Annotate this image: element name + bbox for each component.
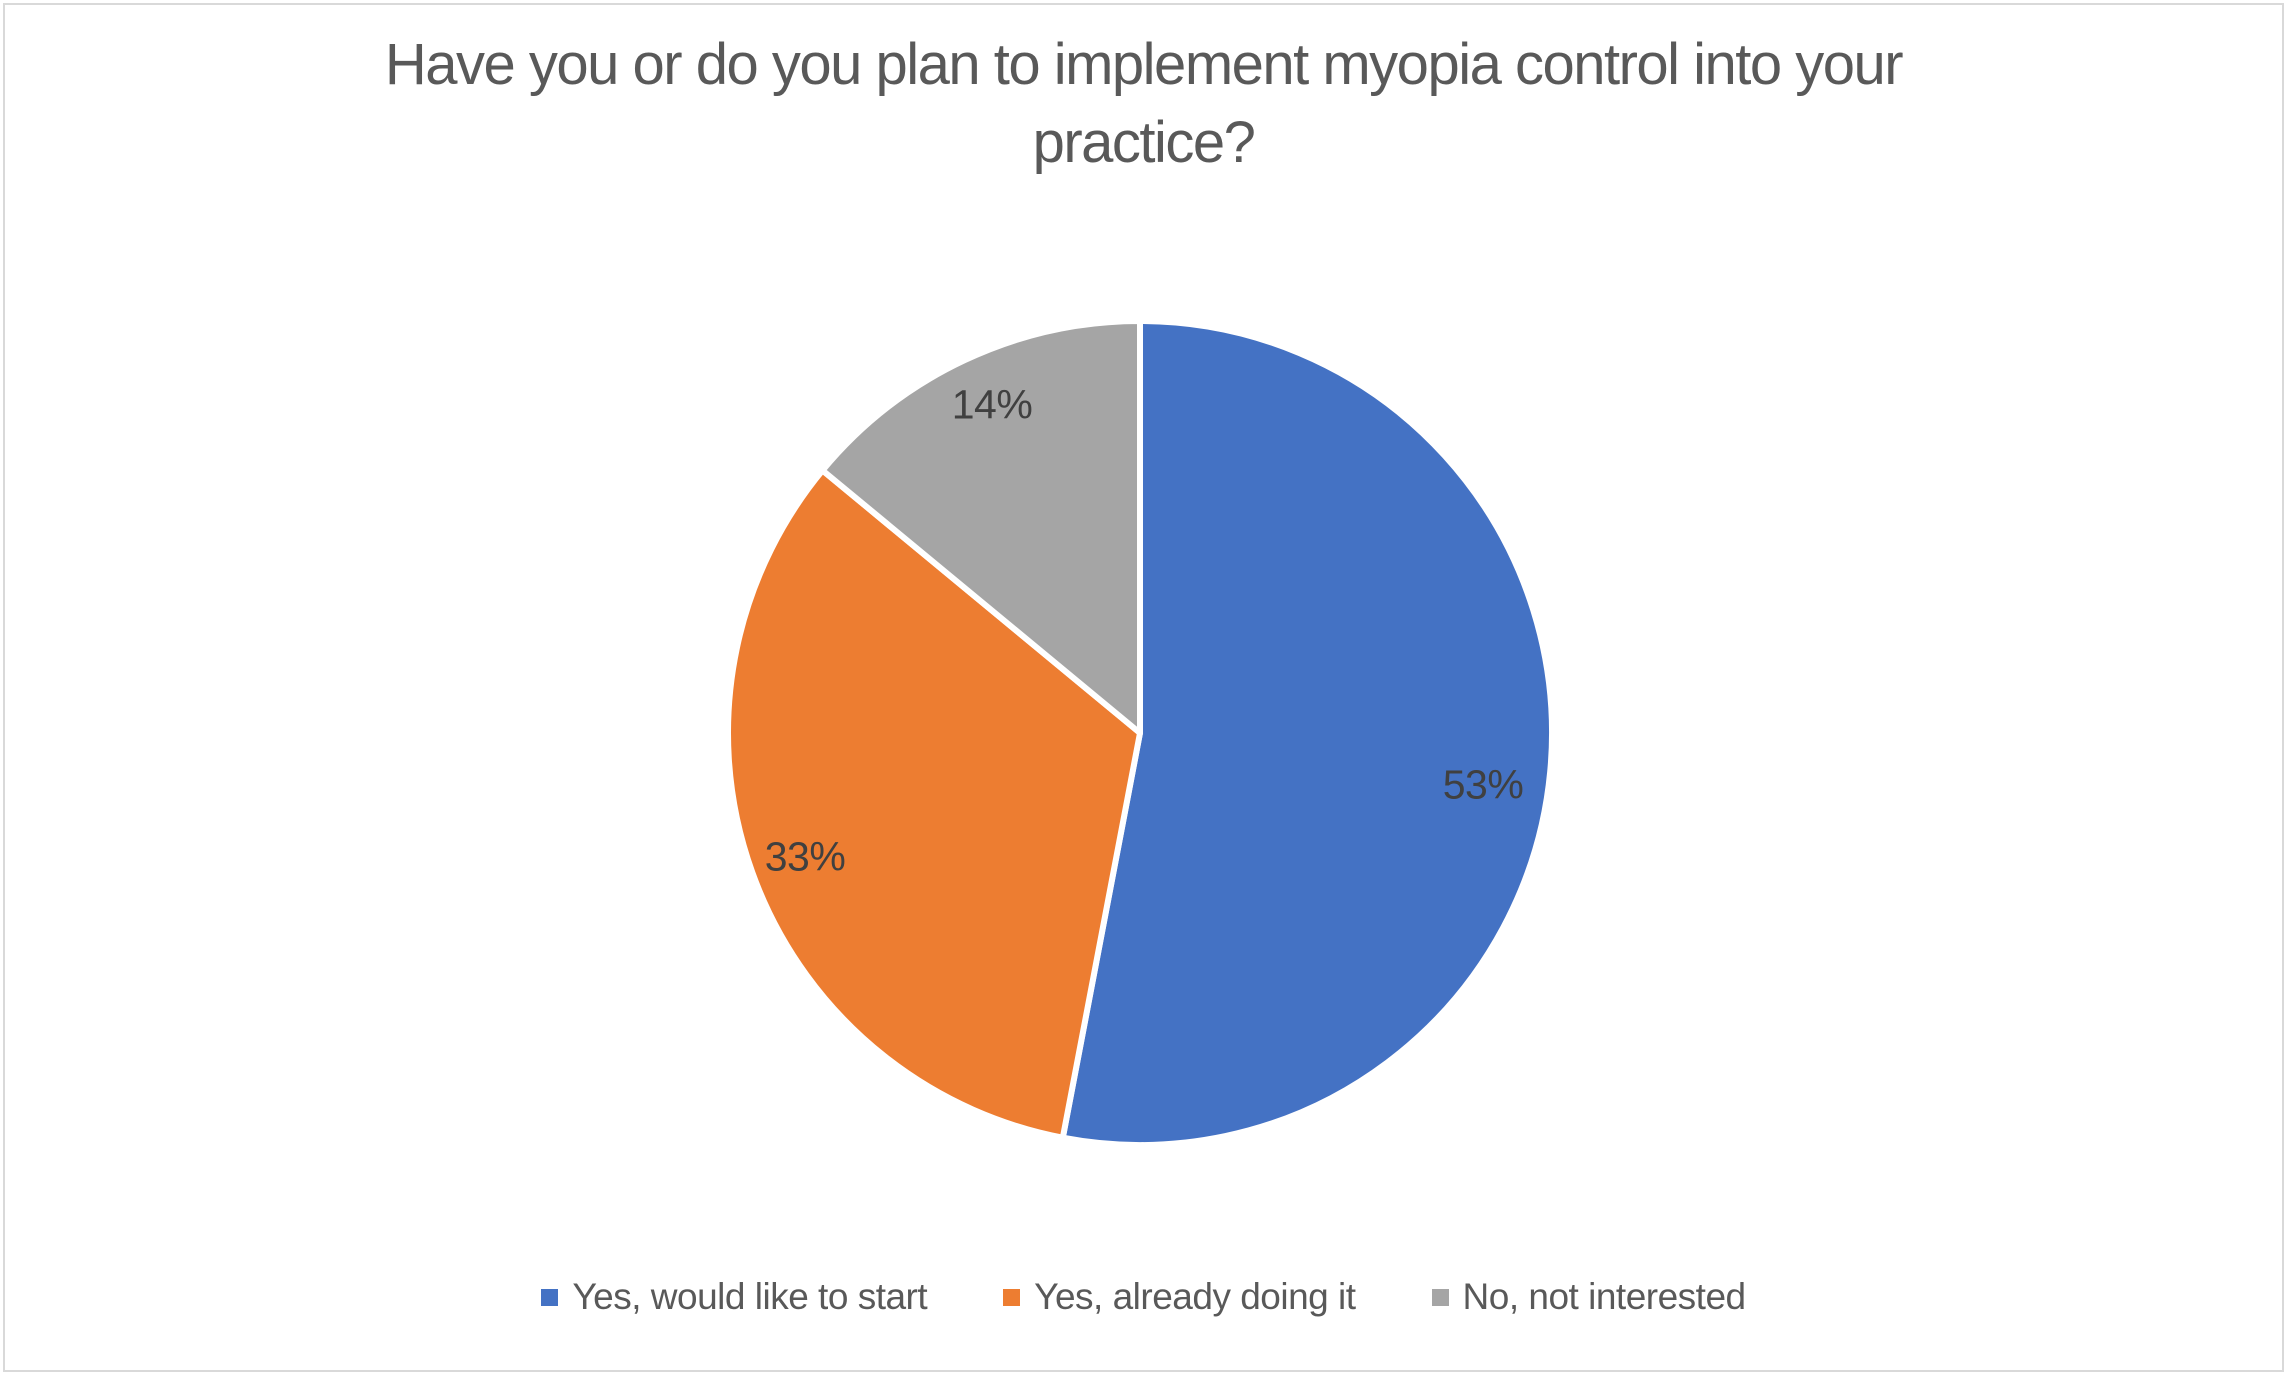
chart-title-line-2: practice? — [1032, 110, 1256, 175]
pie-slice-2 — [819, 318, 1143, 736]
legend-swatch-gray — [1431, 1288, 1449, 1306]
pie-slice-0 — [1059, 318, 1555, 1148]
chart-title: Have you or do you plan to implement myo… — [0, 26, 2287, 182]
legend-item-yes-would-like-to-start: Yes, would like to start — [541, 1276, 928, 1318]
legend-label: No, not interested — [1462, 1276, 1747, 1317]
data-label-yes-would-like-to-start: 53% — [1442, 761, 1524, 808]
chart-title-line-1: Have you or do you plan to implement myo… — [384, 32, 1904, 97]
legend-item-no-not-interested: No, not interested — [1431, 1276, 1747, 1318]
legend-swatch-orange — [1003, 1288, 1021, 1306]
legend: Yes, would like to start Yes, already do… — [0, 1276, 2287, 1318]
data-label-no-not-interested: 14% — [951, 381, 1033, 428]
pie-slice-1 — [725, 467, 1143, 1141]
legend-label: Yes, would like to start — [572, 1276, 928, 1317]
data-label-yes-already-doing-it: 33% — [764, 833, 846, 880]
legend-swatch-blue — [541, 1288, 559, 1306]
legend-item-yes-already-doing-it: Yes, already doing it — [1003, 1276, 1356, 1318]
legend-label: Yes, already doing it — [1034, 1276, 1356, 1317]
